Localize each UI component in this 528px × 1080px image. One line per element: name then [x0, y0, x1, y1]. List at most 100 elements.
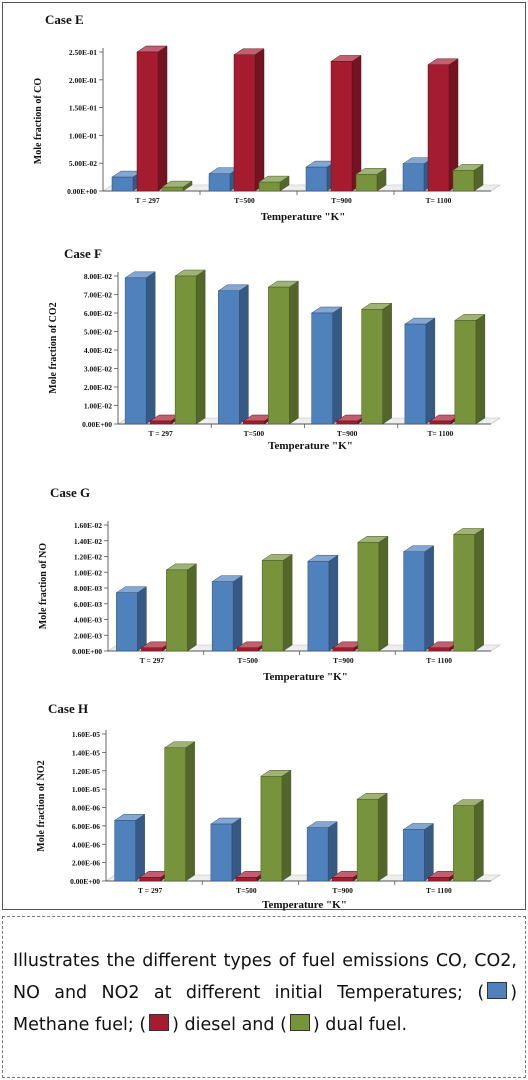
bar-side: [474, 527, 484, 652]
bar: [454, 320, 477, 425]
y-tick-label: 0.00E+00: [70, 877, 100, 886]
caption-dual: dual fuel.: [325, 1015, 408, 1035]
bar: [403, 829, 425, 882]
bar: [428, 647, 450, 652]
y-axis-label: Mole fraction of NO2: [36, 760, 47, 851]
y-tick-label: 1.00E-02: [84, 402, 112, 411]
bar: [161, 186, 184, 192]
bar: [402, 163, 425, 192]
chart-title: Case E: [45, 12, 84, 27]
bar: [114, 820, 136, 882]
caption-diesel: diesel and: [184, 1015, 275, 1035]
y-axis-label: Mole fraction of CO: [33, 78, 44, 165]
y-tick-label: 1.00E-01: [69, 131, 97, 140]
y-tick-label: 1.40E-02: [74, 537, 102, 546]
y-tick-label: 1.60E-02: [74, 521, 102, 530]
bar: [111, 176, 134, 192]
y-tick-label: 6.00E-06: [72, 822, 100, 831]
bar: [330, 61, 353, 192]
bar-side: [137, 586, 147, 652]
y-tick-label: 0.00E+00: [82, 420, 112, 429]
x-tick-label: T= 1100: [426, 656, 452, 665]
figure-caption: Illustrates the different types of fuel …: [2, 916, 526, 1078]
y-tick-label: 5.00E-02: [69, 159, 97, 168]
bar: [208, 173, 231, 192]
y-tick-label: 5.00E-02: [84, 328, 112, 337]
y-tick-label: 2.00E-01: [69, 76, 97, 85]
bar-side: [195, 269, 206, 425]
bar: [311, 312, 333, 425]
bar: [236, 647, 259, 652]
bar-side: [382, 302, 392, 425]
bar: [355, 174, 378, 192]
bar: [404, 323, 427, 425]
y-tick-label: 4.00E-06: [72, 840, 100, 849]
y-tick-label: 1.20E-02: [74, 553, 102, 562]
x-tick-label: T=900: [331, 196, 352, 205]
bar: [139, 877, 161, 882]
y-tick-label: 2.50E-01: [69, 48, 97, 57]
bar-side: [327, 821, 338, 882]
bar: [261, 560, 284, 652]
y-tick-label: 1.50E-01: [69, 104, 97, 113]
x-tick-label: T=900: [337, 429, 358, 438]
y-tick-label: 2.00E-02: [84, 383, 112, 392]
y-tick-label: 8.00E-02: [84, 272, 112, 281]
bar: [403, 551, 425, 652]
bar: [166, 569, 188, 652]
bar: [357, 542, 380, 652]
figure-panel: Case E 0.00E+00 5.00E-02 1.00E-01 1.50E-01 2.…: [2, 2, 526, 911]
bar: [336, 420, 358, 425]
y-tick-label: 4.00E-03: [74, 616, 102, 625]
bar: [453, 534, 475, 652]
bar-side: [289, 280, 299, 425]
x-tick-label: T=500: [234, 196, 255, 205]
bar: [124, 277, 147, 425]
bar: [331, 877, 354, 882]
bar: [116, 592, 138, 652]
chart-title: Case H: [48, 701, 88, 716]
bar-side: [474, 799, 484, 882]
y-tick-label: 2.00E-06: [72, 859, 100, 868]
y-tick-label: 1.20E-05: [72, 767, 100, 776]
bar-side: [239, 284, 249, 425]
y-axis-label: Mole fraction of CO2: [48, 302, 59, 393]
bar-side: [232, 575, 243, 652]
y-tick-label: 1.60E-05: [72, 730, 100, 739]
x-axis-label: Temperature "K": [262, 899, 347, 911]
x-tick-label: T=500: [244, 429, 265, 438]
y-tick-label: 6.00E-02: [84, 309, 112, 318]
bar-side: [185, 741, 195, 882]
x-tick-label: T=900: [332, 886, 353, 895]
y-tick-label: 8.00E-06: [72, 804, 100, 813]
caption-methane: Methane fuel;: [13, 1015, 134, 1035]
bar-side: [332, 306, 342, 425]
charts-svg: Case E 0.00E+00 5.00E-02 1.00E-01 1.50E-01 2.…: [33, 12, 501, 911]
x-axis-label: Temperature "K": [268, 440, 353, 452]
bar: [149, 420, 172, 425]
y-tick-label: 1.00E-05: [72, 785, 100, 794]
bar-side: [157, 45, 168, 192]
x-tick-label: T = 297: [135, 196, 159, 205]
bar: [268, 286, 290, 425]
y-tick-label: 4.00E-02: [84, 346, 112, 355]
bar: [306, 827, 329, 882]
x-tick-label: T = 297: [149, 429, 173, 438]
bar-side: [145, 271, 156, 425]
y-tick-label: 1.00E-02: [74, 568, 102, 577]
bar: [428, 877, 450, 882]
x-tick-label: T = 297: [138, 886, 162, 895]
bar: [141, 647, 163, 652]
bar: [305, 166, 328, 192]
bar-side: [135, 813, 145, 882]
y-tick-label: 7.00E-02: [84, 291, 112, 300]
bar-side: [281, 769, 292, 882]
bar: [164, 747, 186, 882]
y-axis-label: Mole fraction of NO: [38, 543, 49, 630]
chart-title: Case F: [64, 246, 102, 261]
bar-side: [351, 54, 362, 192]
methane-swatch-icon: [487, 982, 508, 999]
bar-side: [254, 48, 265, 192]
bar-side: [328, 554, 339, 652]
bar: [332, 647, 355, 652]
